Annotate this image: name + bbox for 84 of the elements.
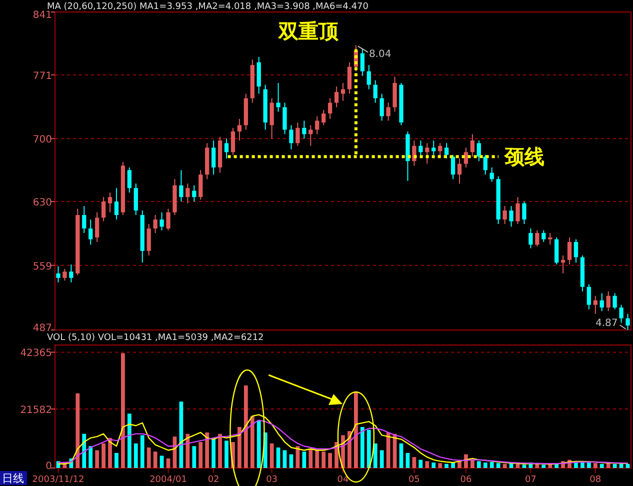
- bar: [406, 452, 410, 468]
- bar: [522, 464, 526, 468]
- bar: [470, 460, 474, 468]
- bar: [328, 452, 332, 468]
- y-tick-label: 559: [32, 261, 52, 272]
- bar: [127, 414, 132, 468]
- bar: [315, 450, 320, 468]
- x-tick-label: 06: [460, 475, 472, 485]
- x-tick-label: 2003/11/12: [32, 475, 84, 485]
- y-tick-label: 771: [32, 70, 52, 82]
- bar: [548, 464, 552, 468]
- x-tick-label: 05: [408, 475, 420, 485]
- chart-title: 双重顶: [277, 19, 340, 43]
- chart-subtitle: VOL (5,10) VOL=10431 ,MA1=5039 ,MA2=6212: [47, 333, 264, 343]
- bar: [276, 448, 280, 468]
- bar: [302, 452, 306, 468]
- bar: [82, 434, 86, 468]
- bar: [153, 452, 158, 468]
- bar: [600, 464, 604, 468]
- x-tick-label: 2004/01: [150, 475, 187, 485]
- bar: [432, 462, 436, 468]
- bar: [282, 450, 287, 468]
- bar: [244, 385, 248, 468]
- bar: [535, 464, 540, 468]
- annotation: 4.87: [596, 318, 618, 329]
- bar: [476, 461, 481, 468]
- bar: [160, 456, 164, 468]
- bar: [250, 416, 254, 468]
- bar: [451, 462, 455, 468]
- bar: [399, 443, 404, 468]
- bar: [102, 443, 106, 468]
- bar: [212, 438, 216, 468]
- bar: [88, 446, 93, 468]
- bar: [496, 463, 500, 468]
- bar: [542, 464, 546, 468]
- x-tick-label: 02: [208, 475, 220, 485]
- x-tick-label: 08: [590, 475, 602, 485]
- bar: [134, 443, 138, 468]
- bar: [238, 427, 242, 468]
- bar: [354, 391, 358, 468]
- bar: [308, 448, 313, 468]
- bar: [218, 434, 222, 468]
- x-tick-label: 07: [524, 475, 536, 485]
- bar: [412, 457, 416, 468]
- y-tick-label: 21582: [20, 405, 52, 416]
- x-tick-label: 03: [266, 475, 278, 485]
- bar: [270, 443, 274, 468]
- bar: [224, 440, 228, 468]
- bar: [95, 450, 100, 468]
- bar: [373, 443, 378, 468]
- bar: [140, 435, 144, 468]
- y-tick-label: 841: [32, 10, 52, 21]
- bar: [574, 462, 578, 468]
- bar: [483, 462, 488, 468]
- ref-line-label: 颈线: [504, 144, 545, 169]
- bar: [444, 464, 448, 468]
- bar: [192, 446, 196, 468]
- bar: [322, 452, 326, 468]
- bar: [425, 461, 430, 468]
- annotation: 8.04: [368, 49, 392, 60]
- bar: [186, 434, 190, 468]
- bar: [256, 420, 261, 468]
- bar: [612, 464, 617, 468]
- y-tick-label: 487: [32, 323, 52, 334]
- bar: [366, 430, 371, 468]
- bar: [76, 393, 80, 468]
- bar: [205, 432, 210, 468]
- y-tick-label: 42365: [20, 348, 52, 360]
- bar: [146, 448, 151, 468]
- bar: [198, 442, 203, 468]
- y-tick-label: 700: [32, 134, 52, 146]
- bar: [360, 427, 364, 468]
- bar: [114, 452, 118, 468]
- bar: [490, 462, 494, 468]
- bar: [380, 450, 384, 468]
- bar: [418, 460, 423, 468]
- bar: [593, 463, 598, 468]
- bar: [438, 463, 442, 468]
- bar: [121, 353, 125, 468]
- y-tick-label: 0: [46, 461, 52, 472]
- bar: [586, 462, 591, 468]
- x-tick-label: 04: [337, 475, 349, 485]
- chart-subtitle: MA (20,60,120,250) MA1=3.953 ,MA2=4.018 ,MA3=3.908 ,MA6=4.470: [47, 2, 369, 12]
- y-tick-label: 630: [32, 198, 52, 209]
